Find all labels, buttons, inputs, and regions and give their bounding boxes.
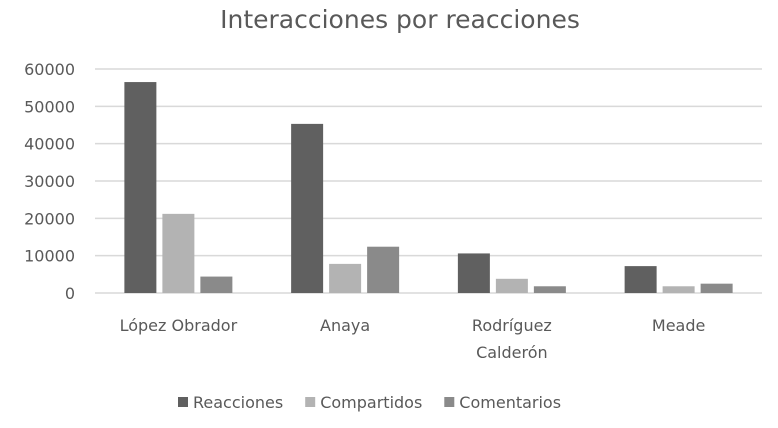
x-tick-label: Anaya <box>320 316 370 335</box>
y-tick-label: 30000 <box>24 172 75 191</box>
y-tick-label: 10000 <box>24 247 75 266</box>
legend-label: Comentarios <box>459 393 561 412</box>
bar-reacciones <box>291 123 324 293</box>
x-tick-label: López Obrador <box>120 316 238 335</box>
legend-swatch <box>305 397 316 407</box>
chart-title: Interacciones por reacciones <box>220 5 580 34</box>
bar-compartidos <box>495 278 528 293</box>
bar-reacciones <box>457 253 490 293</box>
bar-reacciones <box>124 82 157 293</box>
bar-comentarios <box>367 246 400 293</box>
x-tick-label: Calderón <box>476 343 548 362</box>
bar-comentarios <box>700 283 733 293</box>
legend-swatch <box>178 397 188 407</box>
bar-comentarios <box>533 286 566 293</box>
bar-compartidos <box>162 213 195 293</box>
y-tick-label: 0 <box>65 284 75 303</box>
y-tick-label: 40000 <box>24 135 75 154</box>
y-tick-label: 60000 <box>24 60 75 79</box>
legend-label: Compartidos <box>320 393 422 412</box>
legend-label: Reacciones <box>193 393 283 412</box>
legend-swatch <box>444 397 455 407</box>
bar-reacciones <box>624 266 657 293</box>
y-tick-label: 50000 <box>24 97 75 116</box>
bar-comentarios <box>200 276 233 293</box>
x-tick-label: Meade <box>652 316 705 335</box>
y-tick-label: 20000 <box>24 209 75 228</box>
bar-compartidos <box>662 286 695 293</box>
x-tick-label: Rodríguez <box>472 316 552 335</box>
bar-compartidos <box>329 263 362 293</box>
